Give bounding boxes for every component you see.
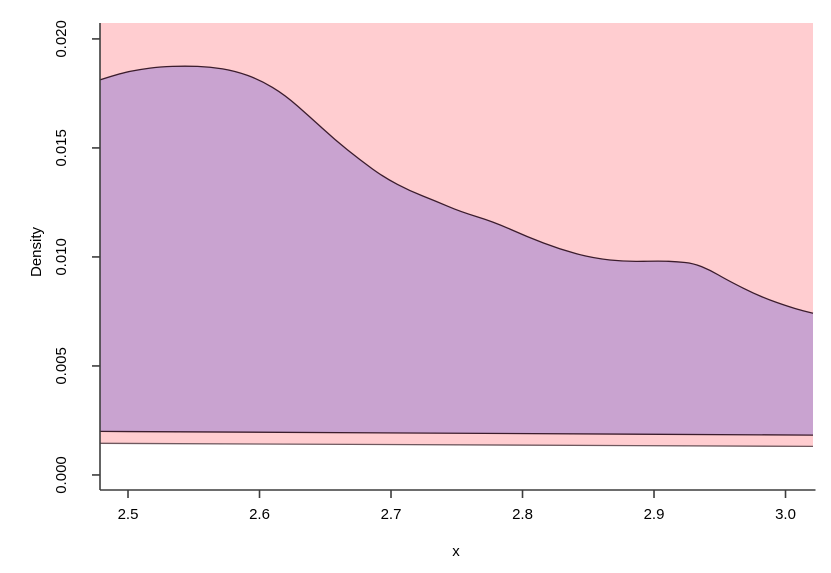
pink-density-lower-border (99, 442, 814, 448)
y-tick-label: 0.015 (53, 129, 70, 167)
x-axis-title: x (452, 543, 460, 560)
x-tick-label: 2.5 (118, 506, 139, 523)
x-axis-ticks: 2.5 2.6 2.7 2.8 2.9 3.0 (118, 490, 796, 523)
purple-density-area (100, 66, 813, 436)
x-tick-label: 3.0 (775, 506, 796, 523)
x-tick-label: 2.8 (512, 506, 533, 523)
y-axis-ticks: 0.000 0.005 0.010 0.015 0.020 (53, 20, 100, 494)
purple-density-curve-line (99, 65, 814, 436)
x-tick-label: 2.7 (381, 506, 402, 523)
y-tick-label: 0.020 (53, 20, 70, 58)
y-tick-label: 0.005 (53, 347, 70, 385)
x-tick-label: 2.6 (249, 506, 270, 523)
y-axis-title: Density (28, 226, 45, 277)
y-tick-label: 0.010 (53, 238, 70, 276)
x-tick-label: 2.9 (644, 506, 665, 523)
y-tick-label: 0.000 (53, 456, 70, 494)
